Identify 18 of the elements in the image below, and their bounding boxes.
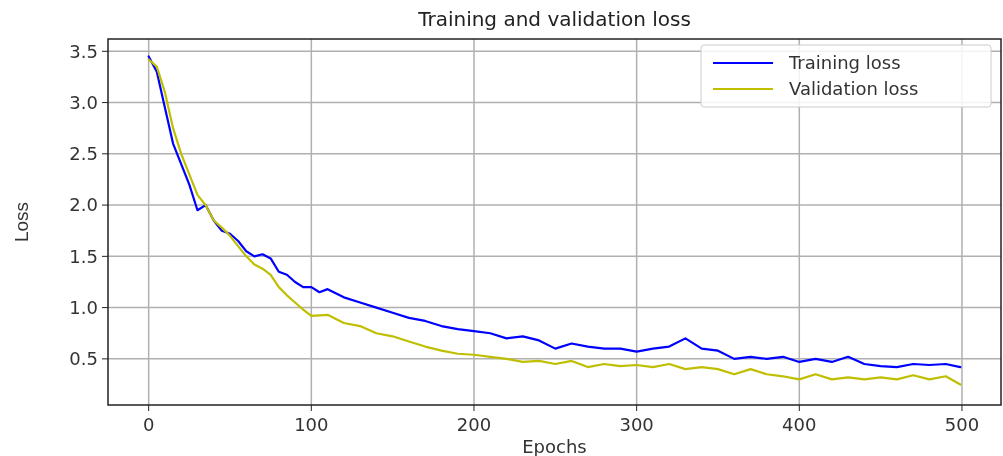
y-tick-label: 2.0: [69, 194, 98, 216]
x-axis-title: Epochs: [522, 436, 587, 456]
legend-label: Training loss: [788, 52, 901, 74]
x-tick-label: 0: [142, 414, 155, 435]
y-axis-title: Loss: [11, 201, 32, 243]
x-tick-label: 400: [782, 414, 817, 435]
y-tick-label: 3.0: [69, 91, 98, 113]
y-tick-label: 1.5: [69, 245, 98, 267]
x-tick-label: 100: [294, 414, 329, 435]
y-tick-label: 2.5: [69, 143, 98, 165]
y-tick-label: 3.5: [69, 40, 98, 62]
y-tick-label: 0.5: [69, 348, 98, 370]
x-tick-label: 300: [619, 414, 654, 435]
legend-label: Validation loss: [789, 78, 919, 100]
y-tick-label: 1.0: [69, 296, 98, 318]
x-tick-label: 200: [456, 414, 492, 435]
x-tick-label: 500: [944, 414, 980, 435]
chart-title: Training and validation loss: [417, 7, 691, 31]
